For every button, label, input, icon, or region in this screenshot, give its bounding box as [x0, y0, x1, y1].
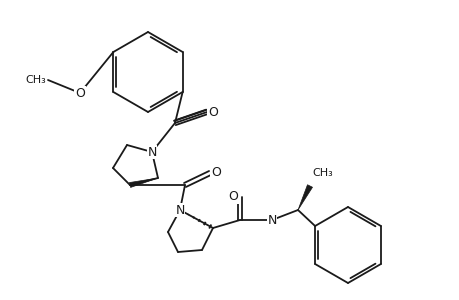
Text: CH₃: CH₃	[25, 75, 46, 85]
Text: N: N	[147, 146, 157, 158]
Text: O: O	[75, 86, 85, 100]
Text: N: N	[267, 214, 276, 226]
Text: N: N	[175, 203, 184, 217]
Text: O: O	[228, 190, 237, 203]
Polygon shape	[297, 185, 312, 210]
Polygon shape	[129, 178, 157, 188]
Text: O: O	[207, 106, 218, 118]
Text: CH₃: CH₃	[311, 168, 332, 178]
Text: O: O	[211, 167, 220, 179]
